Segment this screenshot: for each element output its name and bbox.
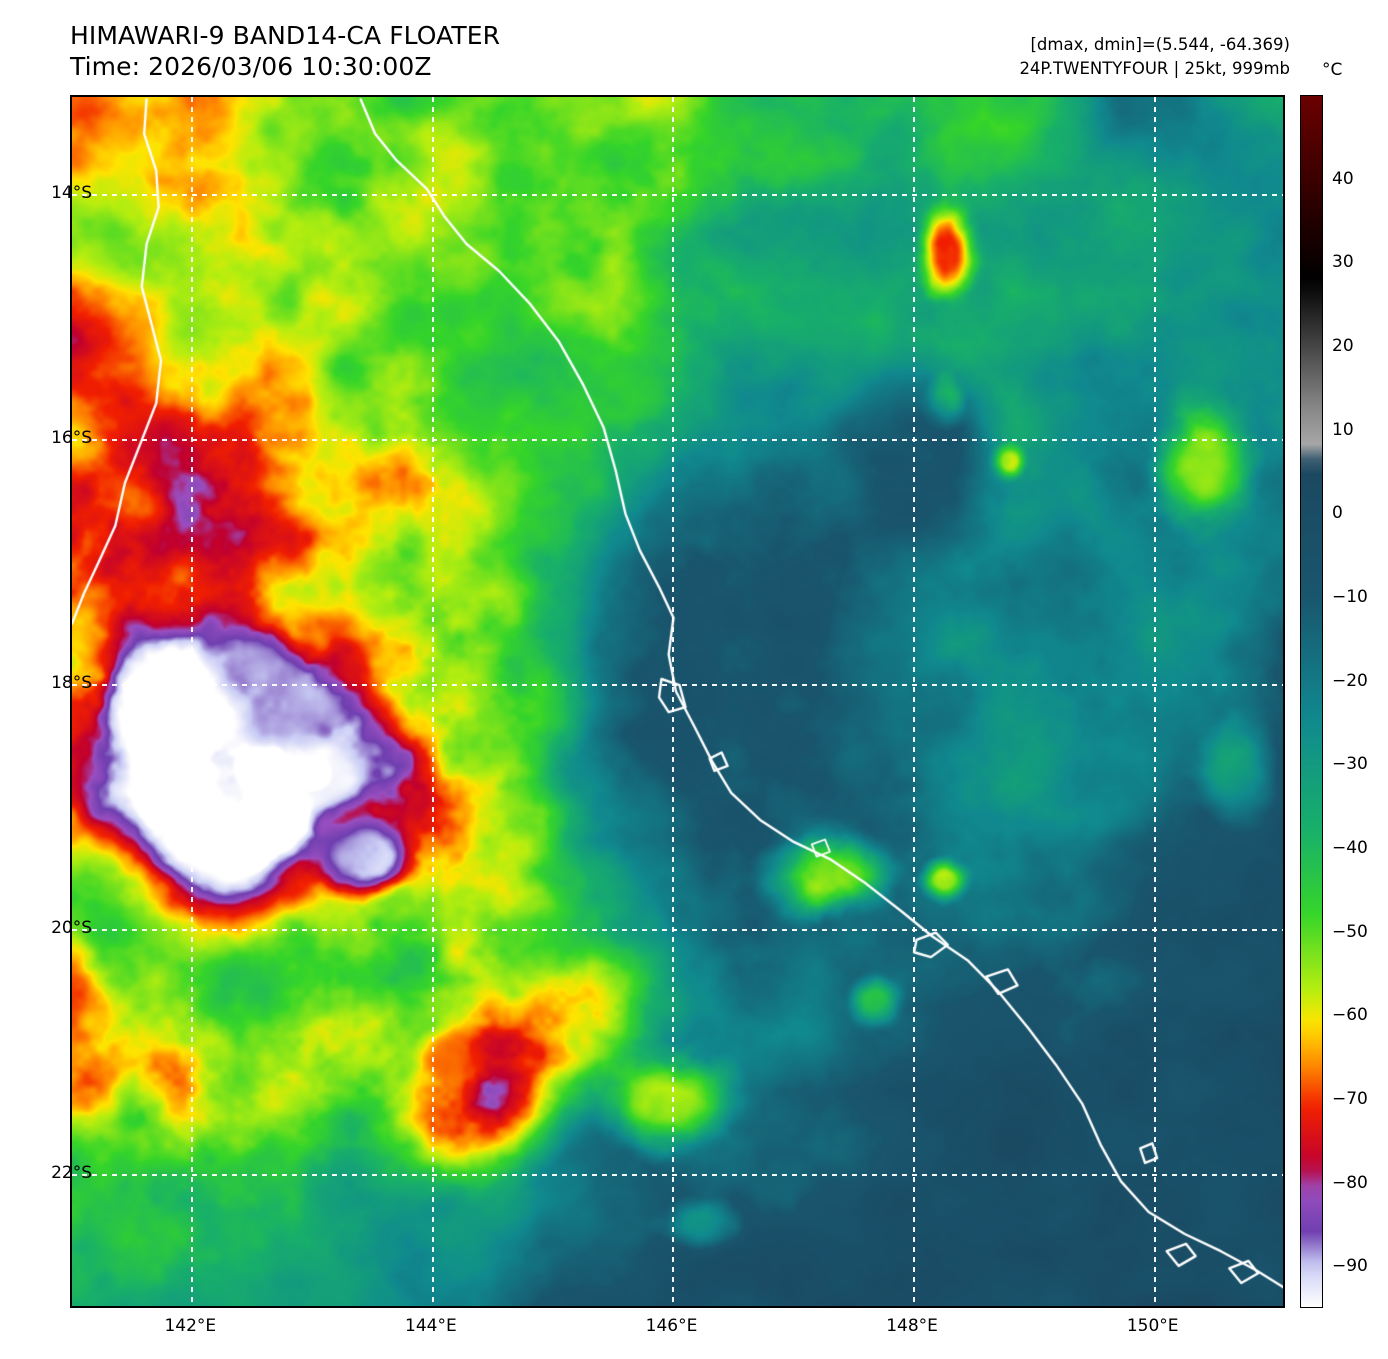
- longitude-tick-label: 146°E: [645, 1316, 698, 1336]
- longitude-tick-label: 144°E: [405, 1316, 457, 1336]
- page-title: HIMAWARI-9 BAND14-CA FLOATER Time: 2026/…: [70, 20, 500, 82]
- colorbar-tick-label: −90: [1332, 1256, 1368, 1277]
- metadata-block: [dmax, dmin]=(5.544, -64.369) 24P.TWENTY…: [1019, 33, 1290, 81]
- gridline-longitude: [431, 97, 434, 1306]
- timestamp: Time: 2026/03/06 10:30:00Z: [70, 52, 432, 81]
- gridline-longitude: [191, 97, 194, 1306]
- gridline-longitude: [672, 97, 675, 1306]
- colorbar-tick-label: 20: [1332, 335, 1354, 356]
- latitude-tick-label: 22°S: [51, 1163, 92, 1184]
- colorbar-gradient: [1301, 96, 1322, 1307]
- gridline-latitude: [72, 194, 1283, 197]
- storm-info-readout: 24P.TWENTYFOUR | 25kt, 999mb: [1019, 59, 1290, 78]
- gridline-latitude: [72, 1174, 1283, 1177]
- colorbar-tick-label: −80: [1332, 1172, 1368, 1193]
- gridline-longitude: [1153, 97, 1156, 1306]
- longitude-tick-label: 150°E: [1126, 1316, 1179, 1336]
- longitude-tick-label: 148°E: [886, 1316, 938, 1336]
- temperature-colorbar[interactable]: [1300, 95, 1323, 1308]
- colorbar-tick-label: 40: [1332, 168, 1354, 189]
- product-title: HIMAWARI-9 BAND14-CA FLOATER: [70, 21, 501, 50]
- gridline-latitude: [72, 929, 1283, 932]
- latitude-tick-label: 14°S: [51, 183, 92, 204]
- colorbar-tick-label: −40: [1332, 837, 1368, 858]
- gridline-latitude: [72, 684, 1283, 687]
- colorbar-tick-label: −70: [1332, 1088, 1368, 1109]
- latitude-tick-label: 18°S: [51, 673, 92, 694]
- gridline-latitude: [72, 439, 1283, 442]
- latitude-tick-label: 20°S: [51, 918, 92, 939]
- colorbar-tick-label: 10: [1332, 419, 1354, 440]
- longitude-tick-label: 142°E: [164, 1316, 217, 1336]
- gridline-longitude: [913, 97, 916, 1306]
- colorbar-tick-label: −50: [1332, 921, 1368, 942]
- satellite-image-plot[interactable]: Copyright © 2020-2026 Dapiya: [70, 95, 1285, 1308]
- colorbar-tick-label: 30: [1332, 252, 1354, 273]
- colorbar-tick-label: −30: [1332, 754, 1368, 775]
- infrared-brightness-temperature-raster: [72, 97, 1283, 1306]
- colorbar-tick-label: −20: [1332, 670, 1368, 691]
- colorbar-tick-label: −60: [1332, 1005, 1368, 1026]
- colorbar-tick-label: −10: [1332, 586, 1368, 607]
- colorbar-tick-label: 0: [1332, 503, 1343, 524]
- colorbar-unit-label: °C: [1322, 60, 1343, 80]
- dmax-dmin-readout: [dmax, dmin]=(5.544, -64.369): [1030, 35, 1291, 54]
- latitude-tick-label: 16°S: [51, 428, 92, 449]
